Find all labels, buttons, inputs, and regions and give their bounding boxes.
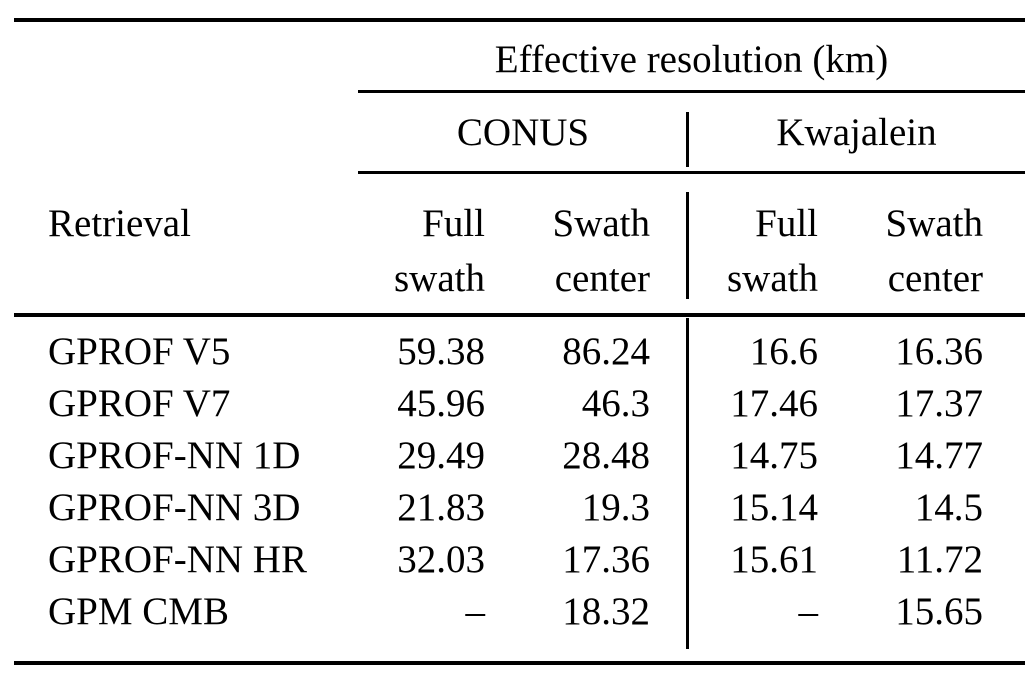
value-cell: 45.96: [397, 382, 485, 425]
value-cell: 28.48: [562, 434, 650, 477]
table-row: GPROF V7 45.96 46.3 17.46 17.37: [0, 378, 983, 430]
row-label: GPROF-NN 3D: [48, 486, 301, 529]
top-rule: [14, 18, 1025, 22]
value-cell: 16.36: [895, 330, 983, 373]
value-cell: 32.03: [397, 538, 485, 581]
table-row: GPROF-NN 3D 21.83 19.3 15.14 14.5: [0, 482, 983, 534]
group-label-conus: CONUS: [456, 111, 590, 154]
value-cell: –: [465, 590, 486, 633]
header-divider-line: [686, 192, 689, 299]
body-divider-line: [686, 318, 689, 649]
header-line: Swath: [552, 202, 651, 245]
value-cell: 14.5: [914, 486, 983, 529]
row-label: GPM CMB: [48, 590, 229, 633]
header-line: swath: [727, 257, 818, 300]
value-cell: 21.83: [397, 486, 485, 529]
bottom-rule: [14, 661, 1025, 665]
row-label: GPROF V5: [48, 330, 231, 373]
table-row: GPROF-NN HR 32.03 17.36 15.61 11.72: [0, 534, 983, 586]
group-divider-line: [686, 112, 689, 167]
column-header-conus-full-swath: Full swath: [358, 196, 485, 306]
value-cell: 46.3: [581, 382, 650, 425]
header-line: swath: [394, 257, 485, 300]
column-header-kwajalein-full-swath: Full swath: [650, 196, 818, 306]
value-cell: 14.77: [895, 434, 983, 477]
table-row: GPM CMB – 18.32 – 15.65: [0, 586, 983, 638]
header-body-rule: [14, 313, 1025, 317]
header-line: Full: [755, 202, 818, 245]
value-cell: 16.6: [749, 330, 818, 373]
table-row: GPROF-NN 1D 29.49 28.48 14.75 14.77: [0, 430, 983, 482]
value-cell: 18.32: [562, 590, 650, 633]
row-label: GPROF-NN HR: [48, 538, 307, 581]
table-row: GPROF V5 59.38 86.24 16.6 16.36: [0, 326, 983, 378]
group-label-kwajalein: Kwajalein: [776, 111, 937, 154]
header-line: center: [554, 257, 650, 300]
value-cell: 17.36: [562, 538, 650, 581]
value-cell: 11.72: [896, 538, 983, 581]
value-cell: –: [798, 590, 819, 633]
header-line: Swath: [885, 202, 984, 245]
table-spanner-title: Effective resolution (km): [494, 38, 889, 81]
header-line: Full: [422, 202, 485, 245]
value-cell: 59.38: [397, 330, 485, 373]
column-header-row: Retrieval Full swath Swath center Full s…: [0, 196, 983, 306]
row-label: GPROF V7: [48, 382, 231, 425]
row-header-label: Retrieval: [48, 202, 191, 245]
spanner-underline-rule: [358, 90, 1025, 93]
value-cell: 15.61: [730, 538, 818, 581]
row-label: GPROF-NN 1D: [48, 434, 301, 477]
header-line: center: [887, 257, 983, 300]
column-header-conus-swath-center: Swath center: [485, 196, 651, 306]
value-cell: 15.65: [895, 590, 983, 633]
value-cell: 29.49: [397, 434, 485, 477]
value-cell: 86.24: [562, 330, 650, 373]
group-underline-rule: [358, 171, 1025, 174]
value-cell: 19.3: [581, 486, 650, 529]
table-body: GPROF V5 59.38 86.24 16.6 16.36 GPROF V7…: [0, 326, 983, 638]
value-cell: 14.75: [730, 434, 818, 477]
value-cell: 17.46: [730, 382, 818, 425]
column-header-kwajalein-swath-center: Swath center: [818, 196, 984, 306]
value-cell: 15.14: [730, 486, 818, 529]
value-cell: 17.37: [895, 382, 983, 425]
